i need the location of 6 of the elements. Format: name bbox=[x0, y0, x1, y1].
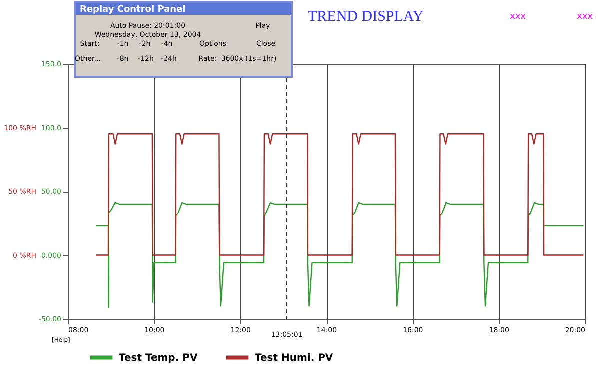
text: Replay Control Panel bbox=[80, 5, 186, 15]
text: xxx bbox=[510, 12, 527, 22]
legend-label: Test Humi. PV bbox=[255, 352, 334, 364]
chart-title: TREND DISPLAY bbox=[308, 9, 424, 25]
text: xxx bbox=[577, 12, 594, 22]
legend-label: Test Temp. PV bbox=[119, 352, 198, 364]
